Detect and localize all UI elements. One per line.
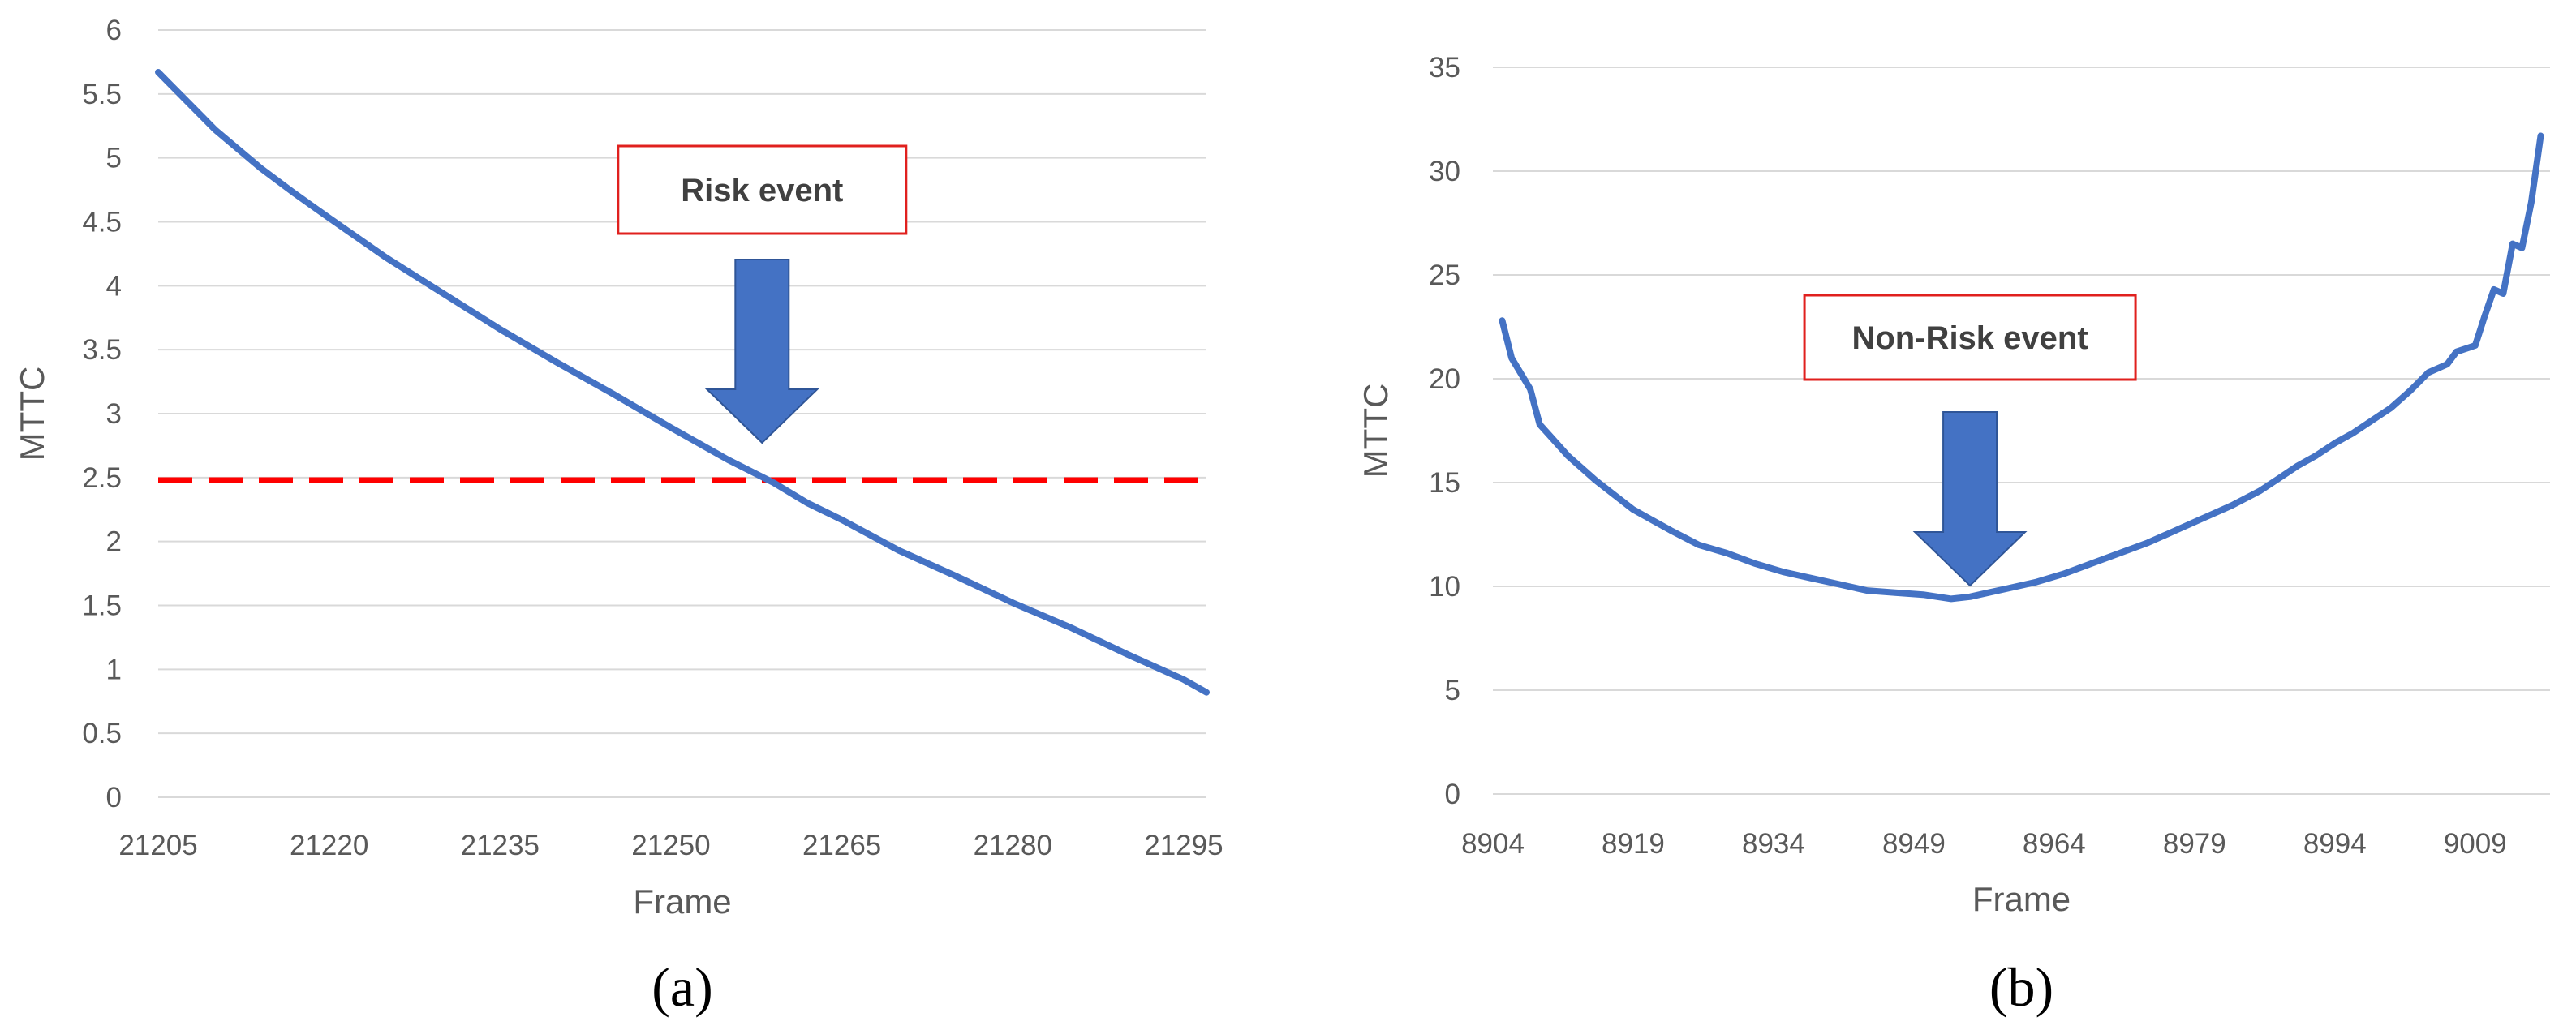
series-line: [1499, 132, 2544, 603]
annotation-label: Risk event: [681, 173, 843, 208]
y-tick-label: 0: [106, 782, 122, 813]
chart-b: 0 5 10 15 20 25 30 35 8904 8919 8934 8949 8964 8979 89…: [1357, 52, 2550, 1018]
y-tick-label: 3.5: [82, 334, 122, 366]
y-tick-label: 30: [1429, 156, 1460, 187]
x-tick-label: 8904: [1461, 828, 1525, 860]
x-tick-label: 21280: [974, 830, 1052, 861]
y-tick-label: 4: [106, 270, 122, 302]
panel-caption: (b): [1989, 956, 2053, 1018]
y-tick-label: 2.5: [82, 462, 122, 494]
x-tick-label: 8964: [2023, 828, 2086, 860]
y-tick-label: 35: [1429, 52, 1460, 84]
y-tick-label: 1.5: [82, 590, 122, 622]
x-tick-label: 21205: [118, 830, 197, 861]
x-tick-label: 21265: [802, 830, 881, 861]
y-tick-label: 0.5: [82, 718, 122, 749]
y-tick-label: 6: [106, 15, 122, 46]
y-axis-title: MTTC: [1357, 384, 1395, 479]
chart-a: 0 0.5 1 1.5 2 2.5 3 3.5 4 4.5 5 5.5 6 21205 21220 21235…: [13, 15, 1223, 1018]
annotation-box: [1803, 294, 2137, 381]
y-tick-label: 15: [1429, 467, 1460, 499]
series-line: [155, 69, 1210, 696]
panel-caption: (a): [652, 956, 712, 1018]
x-axis-title: Frame: [1972, 880, 2071, 918]
y-tick-label: 2: [106, 526, 122, 558]
y-tick-label: 10: [1429, 571, 1460, 603]
x-tick-label: 8994: [2303, 828, 2367, 860]
y-tick-label: 4.5: [82, 207, 122, 238]
y-tick-label: 5.5: [82, 79, 122, 110]
y-tick-label: 20: [1429, 363, 1460, 395]
y-tick-label: 1: [106, 654, 122, 685]
down-arrow-icon: [704, 259, 819, 444]
y-tick-label: 3: [106, 398, 122, 430]
x-tick-label: 21235: [461, 830, 540, 861]
x-tick-label: 21295: [1144, 830, 1223, 861]
y-tick-label: 5: [1445, 675, 1460, 706]
x-tick-label: 21250: [631, 830, 710, 861]
down-arrow-icon: [1912, 411, 2028, 587]
x-tick-label: 21220: [290, 830, 368, 861]
x-tick-label: 9009: [2444, 828, 2507, 860]
y-tick-label: 25: [1429, 260, 1460, 291]
y-tick-label: 5: [106, 143, 122, 174]
x-tick-label: 8979: [2163, 828, 2226, 860]
x-tick-label: 8934: [1742, 828, 1805, 860]
x-axis-title: Frame: [633, 882, 731, 921]
annotation-box: [617, 144, 908, 235]
annotation-label: Non-Risk event: [1851, 320, 2088, 356]
y-tick-label: 0: [1445, 779, 1460, 810]
x-tick-label: 8949: [1882, 828, 1946, 860]
x-tick-label: 8919: [1602, 828, 1665, 860]
y-axis-title: MTTC: [13, 367, 51, 461]
